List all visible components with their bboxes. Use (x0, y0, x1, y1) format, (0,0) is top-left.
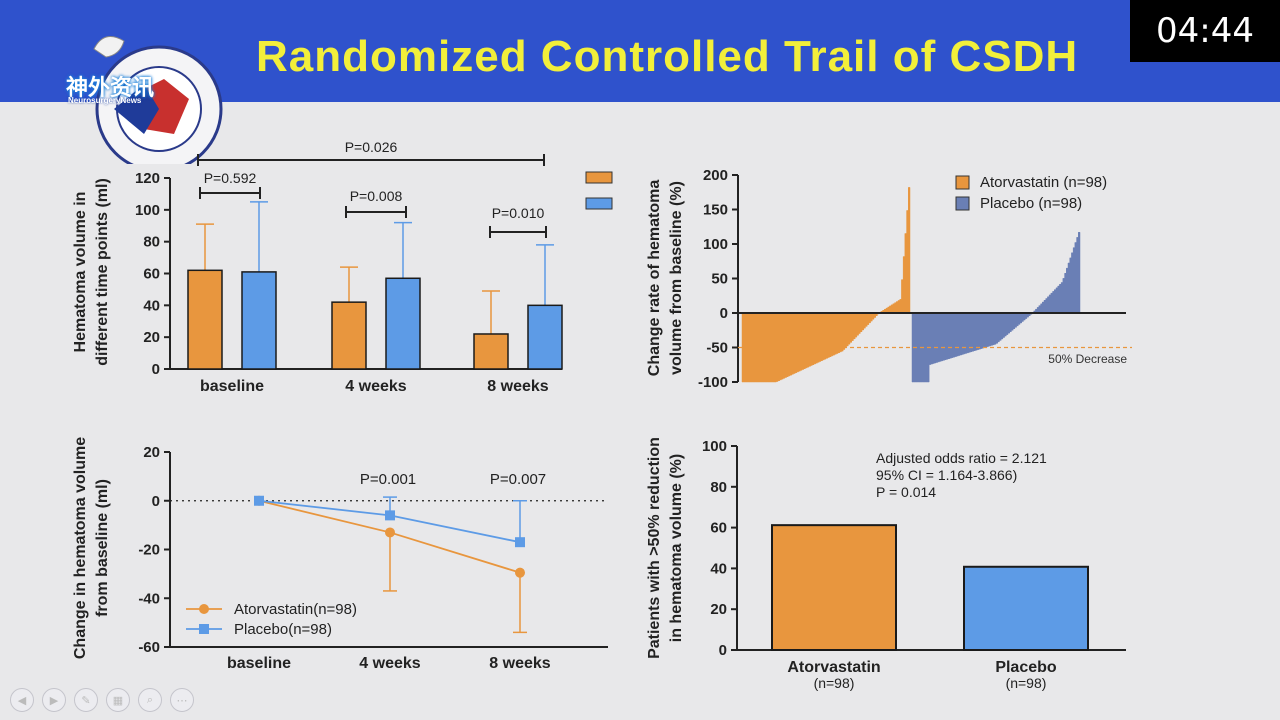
y-axis-label: Change rate of hematoma volume from basel… (646, 180, 685, 377)
y-tick-label: -60 (138, 639, 160, 656)
x-tick-label: baseline (227, 655, 291, 672)
data-point (385, 527, 395, 538)
reference-line-label: 50% Decrease (1048, 352, 1127, 366)
data-point (385, 510, 395, 521)
y-tick-label: 100 (702, 438, 727, 455)
y-tick-label: 80 (710, 479, 727, 496)
statistics-annotation: P = 0.014 (876, 484, 936, 500)
p-value-annotation: P=0.010 (492, 205, 545, 221)
y-tick-label: 0 (719, 642, 727, 659)
y-tick-label: 60 (143, 266, 160, 283)
y-axis-label: Patients with >50% reduction in hematoma … (646, 437, 685, 659)
x-tick-label: 8 weeks (489, 655, 550, 672)
bar (473, 333, 509, 370)
y-tick-label: -100 (698, 374, 728, 391)
video-timer: 04:44 (1130, 0, 1280, 62)
x-tick-label: Atorvastatin (787, 659, 880, 676)
play-icon[interactable]: ▶ (42, 688, 66, 712)
waterfall-series-2 (911, 232, 1081, 383)
chart-hematoma-volume: 0 20 40 60 80 100 120 Hematoma volume in differe… (72, 139, 613, 395)
statistics-annotation: 95% CI = 1.164-3.866) (876, 467, 1017, 483)
y-tick-label: 20 (710, 601, 727, 618)
bar (241, 271, 277, 370)
waterfall-series-1 (741, 187, 911, 383)
y-axis-label-line: Patients with >50% reduction (646, 437, 663, 659)
p-value-annotation: P=0.592 (204, 170, 257, 186)
y-tick-label: 0 (720, 305, 728, 322)
prev-icon[interactable]: ◀ (10, 688, 34, 712)
data-point (254, 495, 264, 506)
bar (527, 304, 563, 370)
y-tick-label: 0 (152, 361, 160, 378)
legend-label: Placebo(n=98) (234, 621, 332, 638)
y-tick-label: -20 (138, 542, 160, 559)
y-axis-label-line: volume from baseline (%) (668, 181, 685, 375)
y-axis-label-line: in hematoma volume (%) (668, 454, 685, 642)
p-value-annotation: P=0.007 (490, 471, 546, 488)
x-tick-label: baseline (200, 378, 264, 395)
y-tick-label: 40 (143, 297, 160, 314)
bar (771, 524, 897, 651)
y-tick-label: 100 (703, 236, 728, 253)
logo-subtext: NeurosurgeryNews (68, 96, 142, 105)
bar (187, 269, 223, 370)
slide-toolbar: ◀ ▶ ✎ ▦ ⌕ ⋯ (10, 688, 194, 714)
p-value-annotation: P=0.026 (345, 139, 398, 155)
y-tick-label: 150 (703, 202, 728, 219)
x-tick-label: Placebo (995, 659, 1057, 676)
legend-marker (199, 624, 209, 634)
y-tick-label: -50 (706, 340, 728, 357)
chart-reduction-percentage: 0 20 40 60 80 100 Patients with >50% reduction… (646, 437, 1126, 691)
legend-swatch-series-1 (585, 171, 613, 184)
y-axis-label-line: different time points (ml) (94, 178, 111, 366)
legend-marker (199, 604, 209, 614)
legend-label: Atorvastatin (n=98) (980, 174, 1107, 191)
y-tick-label: 100 (135, 202, 160, 219)
bar (331, 301, 367, 370)
x-tick-label: 8 weeks (487, 378, 548, 395)
x-tick-label: 4 weeks (359, 655, 420, 672)
slides-icon[interactable]: ▦ (106, 688, 130, 712)
slide-title: Randomized Controlled Trail of CSDH (256, 32, 1079, 81)
statistics-annotation: Adjusted odds ratio = 2.121 (876, 450, 1047, 466)
pen-icon[interactable]: ✎ (74, 688, 98, 712)
more-icon[interactable]: ⋯ (170, 688, 194, 712)
y-axis-label-line: from baseline (ml) (94, 479, 111, 617)
y-axis-label: Change in hematoma volume from baseline (… (72, 437, 111, 659)
y-tick-label: -40 (138, 590, 160, 607)
y-tick-label: 50 (711, 271, 728, 288)
logo-text: 神外资讯 (66, 75, 155, 100)
y-tick-label: 20 (143, 329, 160, 346)
y-tick-label: 20 (143, 444, 160, 461)
bar (385, 277, 421, 370)
legend-swatch-series-2 (585, 197, 613, 210)
y-tick-label: 0 (152, 493, 160, 510)
p-value-annotation: P=0.008 (350, 188, 403, 204)
legend-swatch (955, 196, 970, 211)
y-tick-label: 60 (710, 520, 727, 537)
x-tick-sublabel: (n=98) (814, 675, 855, 691)
chart-change-rate-waterfall: -100 -50 0 50 100 150 200 Change rate of hemato… (646, 167, 1132, 391)
y-axis-label-line: Hematoma volume in (72, 192, 89, 353)
x-tick-label: 4 weeks (345, 378, 406, 395)
y-tick-label: 40 (710, 560, 727, 577)
zoom-icon[interactable]: ⌕ (138, 688, 162, 712)
data-point (515, 537, 525, 548)
bar (963, 565, 1089, 652)
legend-label: Placebo (n=98) (980, 195, 1082, 212)
y-axis-label: Hematoma volume in different time points … (72, 178, 111, 366)
y-tick-label: 120 (135, 170, 160, 187)
legend-swatch (955, 175, 970, 190)
x-tick-sublabel: (n=98) (1006, 675, 1047, 691)
y-axis-label-line: Change in hematoma volume (72, 437, 89, 659)
chart-change-from-baseline: -60 -40 -20 0 20 Change in hematoma volume fro… (72, 437, 608, 672)
hospital-logo-icon (93, 36, 223, 164)
legend-label: Atorvastatin(n=98) (234, 601, 357, 618)
y-tick-label: 200 (703, 167, 728, 184)
data-point (515, 567, 525, 578)
p-value-annotation: P=0.001 (360, 471, 416, 488)
y-tick-label: 80 (143, 234, 160, 251)
y-axis-label-line: Change rate of hematoma (646, 180, 663, 377)
